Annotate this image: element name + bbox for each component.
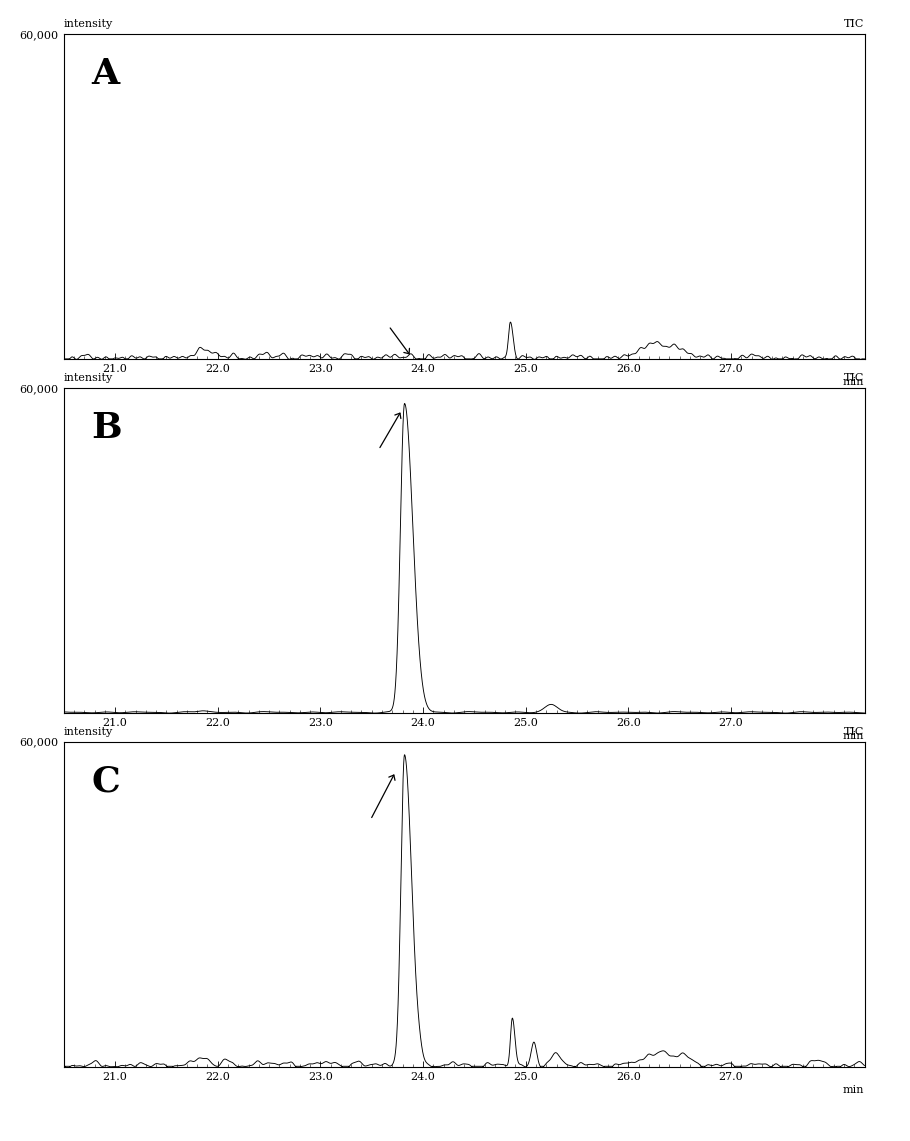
Text: min: min <box>843 1085 864 1094</box>
Text: min: min <box>843 731 864 741</box>
Text: intensity: intensity <box>64 19 113 30</box>
Text: TIC: TIC <box>844 727 864 737</box>
Text: TIC: TIC <box>844 19 864 30</box>
Text: TIC: TIC <box>844 373 864 383</box>
Text: intensity: intensity <box>64 373 113 383</box>
Text: B: B <box>92 411 122 445</box>
Text: intensity: intensity <box>64 727 113 737</box>
Text: A: A <box>92 57 120 91</box>
Text: C: C <box>92 764 120 799</box>
Text: min: min <box>843 378 864 387</box>
